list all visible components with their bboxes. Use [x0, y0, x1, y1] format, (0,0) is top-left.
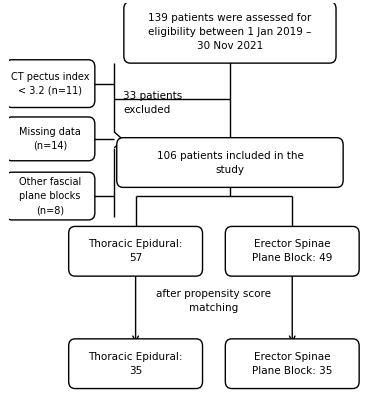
FancyBboxPatch shape	[6, 60, 95, 108]
FancyBboxPatch shape	[6, 117, 95, 161]
FancyBboxPatch shape	[69, 226, 202, 276]
Text: Thoracic Epidural:
57: Thoracic Epidural: 57	[88, 239, 183, 263]
FancyBboxPatch shape	[6, 172, 95, 220]
Text: 33 patients
excluded: 33 patients excluded	[123, 91, 183, 115]
FancyBboxPatch shape	[225, 339, 359, 388]
Text: Missing data
(n=14): Missing data (n=14)	[19, 127, 81, 151]
Text: Thoracic Epidural:
35: Thoracic Epidural: 35	[88, 352, 183, 376]
FancyBboxPatch shape	[225, 226, 359, 276]
Text: Other fascial
plane blocks
(n=8): Other fascial plane blocks (n=8)	[19, 177, 81, 215]
Text: 106 patients included in the
study: 106 patients included in the study	[156, 150, 303, 174]
FancyBboxPatch shape	[117, 138, 343, 187]
Text: Erector Spinae
Plane Block: 35: Erector Spinae Plane Block: 35	[252, 352, 332, 376]
Text: 139 patients were assessed for
eligibility between 1 Jan 2019 –
30 Nov 2021: 139 patients were assessed for eligibili…	[148, 13, 312, 51]
Text: Erector Spinae
Plane Block: 49: Erector Spinae Plane Block: 49	[252, 239, 332, 263]
Text: after propensity score
matching: after propensity score matching	[156, 288, 272, 312]
FancyBboxPatch shape	[69, 339, 202, 388]
FancyBboxPatch shape	[124, 2, 336, 63]
Text: CT pectus index
< 3.2 (n=11): CT pectus index < 3.2 (n=11)	[11, 72, 89, 96]
